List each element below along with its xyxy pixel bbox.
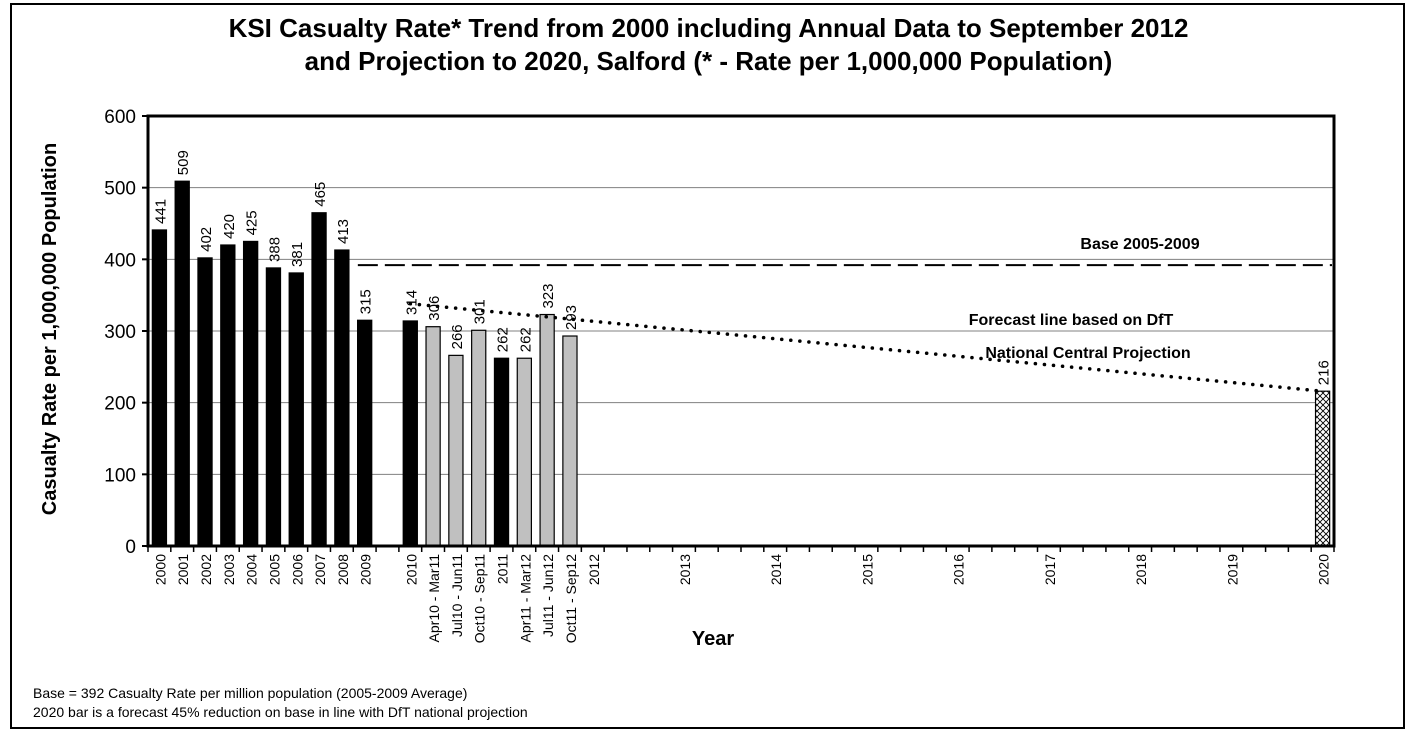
forecast-label-line-1: Forecast line based on DfT: [969, 312, 1174, 329]
data-label: 293: [563, 305, 580, 330]
data-label: 388: [266, 237, 283, 262]
bar: [174, 180, 190, 547]
data-label: 216: [1316, 360, 1333, 385]
chart-frame: [10, 3, 1405, 729]
x-tick-label: Oct10 - Sep11: [472, 554, 488, 643]
x-tick-label: 2003: [221, 554, 237, 585]
bar: [311, 212, 327, 547]
x-tick-label: Oct11 - Sep12: [563, 554, 579, 643]
x-tick-label: 2014: [768, 554, 784, 585]
x-tick-label: 2008: [335, 554, 351, 585]
x-tick-label: 2013: [677, 554, 693, 585]
forecast-line: [408, 302, 1325, 393]
bar: [265, 267, 282, 547]
data-label: 262: [495, 327, 512, 352]
x-axis-label: Year: [692, 628, 734, 650]
x-tick-label: 2004: [244, 554, 260, 585]
bar: [493, 357, 510, 547]
data-label: 465: [312, 182, 329, 207]
y-tick-label: 0: [125, 537, 136, 558]
bar: [425, 326, 441, 547]
data-labels: 441 509 402 420 425 388 381 465 413 315 314 306 266 3…: [152, 150, 1332, 385]
x-tick-label: 2007: [312, 554, 328, 585]
data-label: 314: [403, 290, 420, 315]
y-tick-label: 300: [104, 322, 136, 343]
y-tick-label: 500: [104, 179, 136, 200]
chart-title-line-1: KSI Casualty Rate* Trend from 2000 inclu…: [228, 13, 1189, 43]
data-label: 306: [426, 296, 443, 321]
data-label: 420: [221, 214, 238, 239]
data-label: 509: [175, 150, 192, 175]
baseline-label: Base 2005-2009: [1080, 236, 1199, 253]
bar: [357, 319, 373, 547]
bar: [288, 272, 304, 547]
bar: [334, 249, 350, 547]
bar: [539, 313, 555, 547]
x-tick-label: 2001: [175, 554, 191, 585]
x-tick-label: 2019: [1224, 554, 1240, 585]
x-tick-label: 2009: [358, 554, 374, 585]
chart-title-line-2: and Projection to 2020, Salford (* - Rat…: [304, 46, 1113, 76]
y-tick-label: 100: [104, 465, 136, 486]
data-label: 266: [449, 324, 466, 349]
y-axis-label: Casualty Rate per 1,000,000 Population: [39, 143, 61, 515]
data-label: 425: [244, 210, 261, 235]
axes: [142, 114, 1336, 552]
bar: [151, 229, 168, 547]
x-tick-label: 2016: [951, 554, 967, 585]
data-label: 315: [358, 289, 375, 314]
data-label: 262: [517, 327, 534, 352]
bar: [471, 329, 487, 547]
x-tick-label: 2010: [403, 554, 419, 585]
bars: [151, 180, 1331, 547]
x-tick-label: 2000: [152, 554, 168, 585]
data-label: 323: [540, 283, 557, 308]
x-tick-label: 2006: [289, 554, 305, 585]
x-tick-label: 2002: [198, 554, 214, 585]
bar: [220, 244, 236, 547]
chart-title: KSI Casualty Rate* Trend from 2000 inclu…: [0, 12, 1417, 78]
x-tick-label: 2011: [495, 554, 511, 584]
note-base: Base = 392 Casualty Rate per million pop…: [33, 685, 468, 701]
x-tick-label: 2005: [266, 554, 282, 585]
tick-labels: 0 100 200 300 400 500 600 2000 2001 2002 2003 2004 2…: [104, 107, 1331, 643]
x-tick-label: Apr10 - Mar11: [426, 554, 442, 643]
bar: [242, 240, 259, 547]
x-tick-label: 2018: [1133, 554, 1149, 585]
x-tick-label: 2017: [1042, 554, 1058, 585]
data-label: 413: [335, 219, 352, 244]
bar: [197, 257, 213, 547]
bar: [516, 357, 532, 547]
forecast-label-line-2: National Central Projection: [985, 345, 1190, 362]
note-forecast: 2020 bar is a forecast 45% reduction on …: [33, 704, 528, 720]
reference-lines: [357, 264, 1332, 393]
y-tick-label: 600: [104, 107, 136, 128]
bar: [448, 354, 464, 547]
data-label: 301: [472, 299, 489, 324]
x-tick-label: 2012: [586, 554, 602, 585]
x-tick-label: Jul10 - Jun11: [449, 554, 465, 637]
data-label: 441: [152, 199, 169, 224]
bar: [1314, 390, 1331, 547]
x-tick-label: Apr11 - Mar12: [517, 554, 533, 643]
y-tick-label: 200: [104, 394, 136, 415]
bar: [562, 335, 578, 547]
data-label: 381: [289, 242, 306, 267]
x-tick-label: Jul11 - Jun12: [540, 554, 556, 637]
x-tick-label: 2015: [859, 554, 875, 585]
data-label: 402: [198, 227, 215, 252]
y-tick-label: 400: [104, 250, 136, 271]
bar: [402, 320, 418, 547]
x-tick-label: 2020: [1316, 554, 1332, 585]
